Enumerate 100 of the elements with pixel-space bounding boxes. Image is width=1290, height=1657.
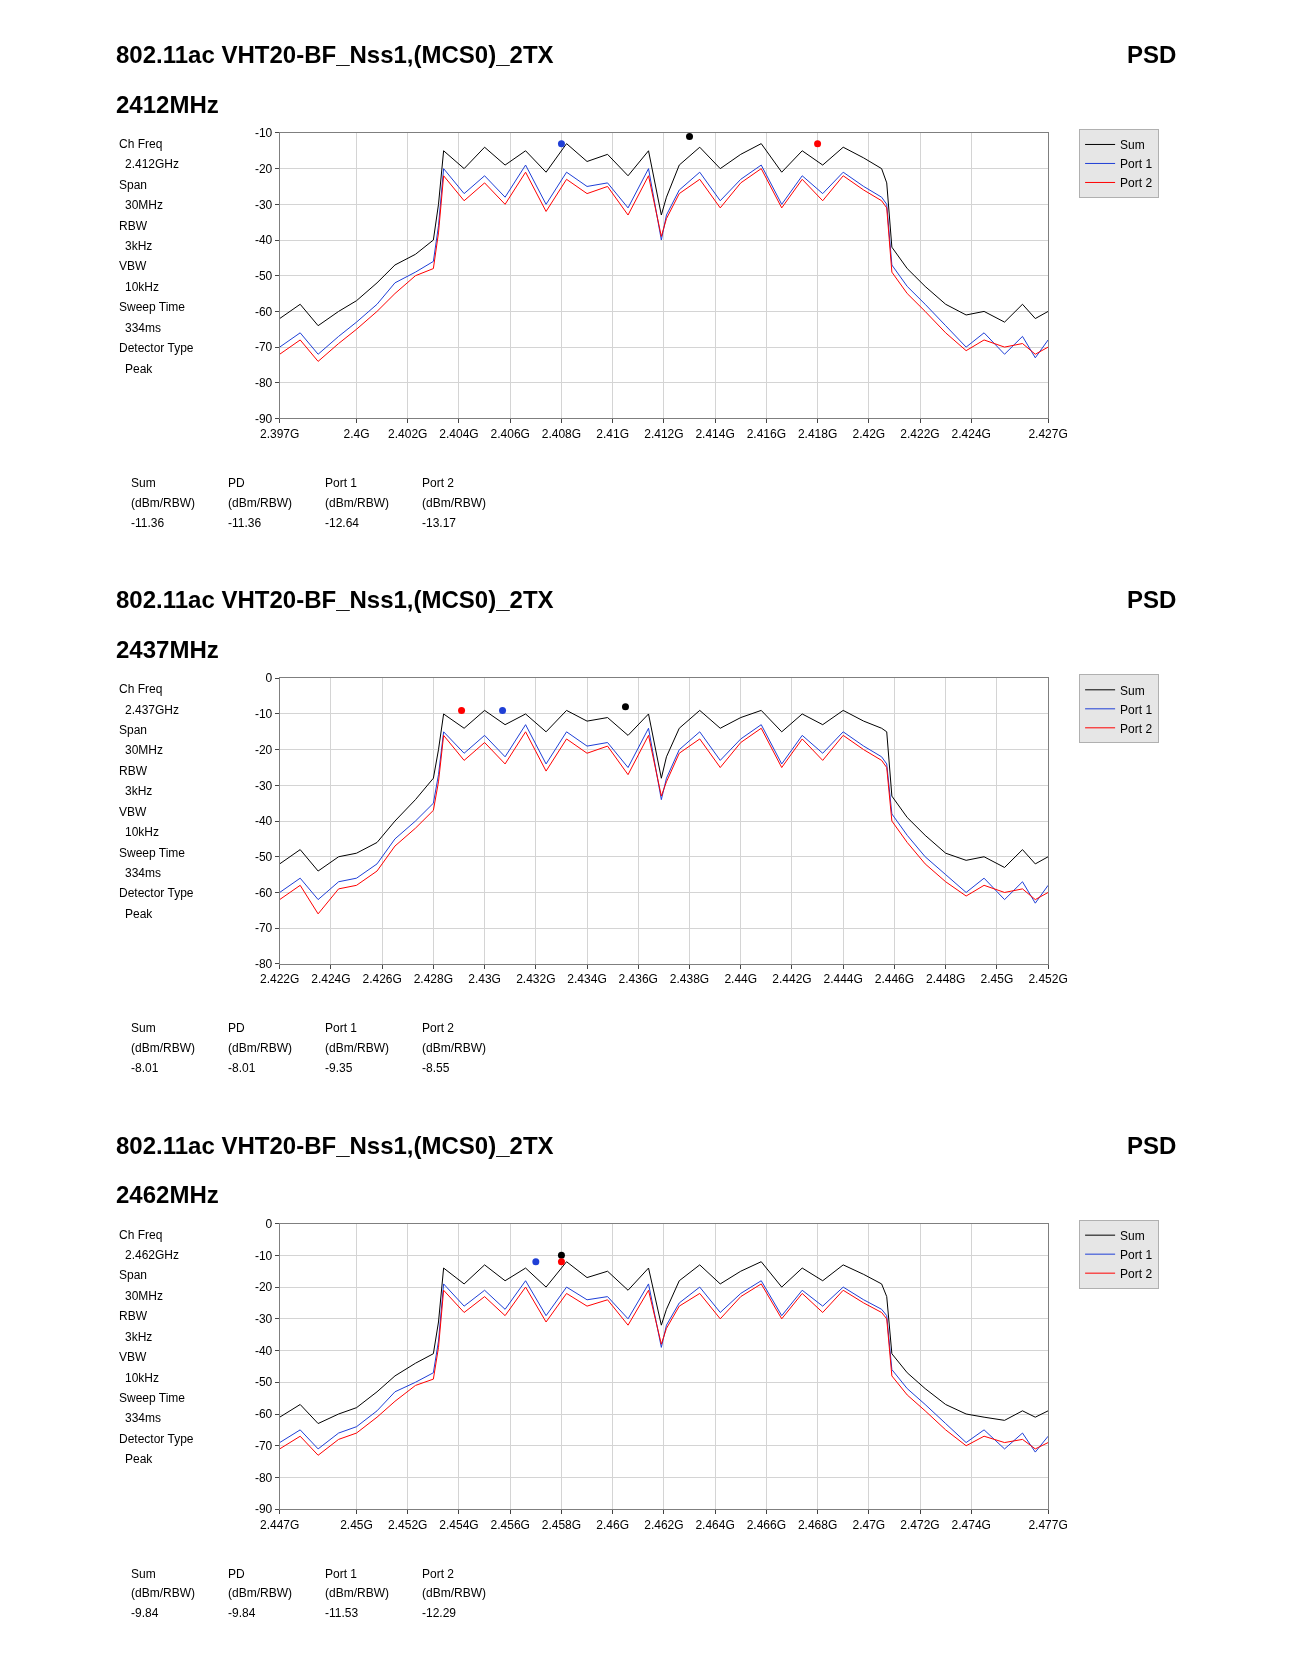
text: 10kHz <box>125 825 160 839</box>
text: PSD <box>1127 1132 1177 1159</box>
text: Span <box>119 178 148 192</box>
y-tick-label: -10 <box>254 126 273 141</box>
text: 334ms <box>125 866 162 880</box>
text: Port 1 <box>325 1567 358 1581</box>
text: Ch Freq <box>119 137 163 151</box>
x-tick-label: 2.472G <box>900 1517 940 1532</box>
x-tick-label: 2.424G <box>951 426 991 441</box>
x-tick-label: 2.44G <box>724 972 758 987</box>
x-tick-label: 2.427G <box>1028 426 1068 441</box>
x-tick-label: 2.404G <box>439 426 479 441</box>
text: (dBm/RBW) <box>228 1041 292 1055</box>
x-tick-label: 2.448G <box>925 972 966 987</box>
x-tick-label: 2.42G <box>852 426 886 441</box>
text: 2.462GHz <box>125 1248 180 1262</box>
y-tick-label: 0 <box>265 1216 273 1231</box>
text: 3kHz <box>125 1330 153 1344</box>
x-tick-label: 2.45G <box>980 972 1014 987</box>
x-tick-label: 2.397G <box>260 426 300 441</box>
x-tick-label: 2.46G <box>596 1517 630 1532</box>
legend-label: Port 2 <box>1120 721 1153 736</box>
text: RBW <box>119 219 148 233</box>
text: -8.01 <box>228 1061 256 1075</box>
y-tick-label: -30 <box>254 1312 273 1327</box>
y-tick-label: -70 <box>254 1438 273 1453</box>
x-tick-label: 2.436G <box>618 972 658 987</box>
y-tick-label: -90 <box>254 1502 273 1517</box>
y-tick-label: -30 <box>254 197 273 212</box>
text: VBW <box>119 1350 148 1364</box>
x-tick-label: 2.428G <box>413 972 454 987</box>
y-tick-label: -70 <box>254 340 273 355</box>
text: VBW <box>119 805 148 819</box>
text: Peak <box>125 1452 154 1466</box>
text: Sum <box>131 476 156 490</box>
y-tick-label: -60 <box>254 1407 273 1422</box>
x-tick-label: 2.418G <box>797 426 838 441</box>
text: Port 2 <box>422 476 455 490</box>
chart-title: 802.11ac VHT20-BF_Nss1,(MCS0)_2TX <box>116 586 554 613</box>
x-tick-label: 2.444G <box>823 972 863 987</box>
text: (dBm/RBW) <box>325 1041 389 1055</box>
x-tick-label: 2.41G <box>596 426 630 441</box>
text: PSD <box>1127 586 1177 613</box>
legend-label: Port 2 <box>1120 1266 1153 1281</box>
line-series <box>279 709 1049 872</box>
x-tick-label: 2.426G <box>362 972 402 987</box>
x-tick-label: 2.468G <box>797 1517 838 1532</box>
y-tick-label: -60 <box>254 885 273 900</box>
text: -12.29 <box>422 1606 457 1620</box>
x-tick-label: 2.416G <box>746 426 787 441</box>
text: Sweep Time <box>119 846 186 860</box>
text: (dBm/RBW) <box>131 496 195 510</box>
text: (dBm/RBW) <box>422 1041 486 1055</box>
text: Sum <box>131 1567 156 1581</box>
y-tick-label: -80 <box>254 1470 273 1485</box>
text: (dBm/RBW) <box>422 1586 486 1600</box>
text: Port 1 <box>325 476 358 490</box>
y-tick-label: -50 <box>254 1375 273 1390</box>
text: Peak <box>125 907 154 921</box>
text: (dBm/RBW) <box>422 496 486 510</box>
text: 334ms <box>125 1411 162 1425</box>
x-tick-label: 2.414G <box>695 426 735 441</box>
y-tick-label: -40 <box>254 233 273 248</box>
y-tick-label: -50 <box>254 849 273 864</box>
chart-subtitle: 2462MHz <box>116 1181 219 1208</box>
y-tick-label: -10 <box>254 1248 273 1263</box>
y-tick-label: -80 <box>254 957 273 972</box>
y-tick-label: -60 <box>254 304 273 319</box>
text: PD <box>228 1021 245 1035</box>
text: Ch Freq <box>119 1228 163 1242</box>
text: Span <box>119 723 148 737</box>
x-tick-label: 2.406G <box>490 426 530 441</box>
x-tick-label: 2.466G <box>746 1517 787 1532</box>
text: -9.35 <box>325 1061 353 1075</box>
x-tick-label: 2.442G <box>772 972 812 987</box>
text: 2.437GHz <box>125 703 180 717</box>
text: (dBm/RBW) <box>228 496 292 510</box>
text: -9.84 <box>228 1606 256 1620</box>
text: Detector Type <box>119 886 194 900</box>
x-tick-label: 2.462G <box>644 1517 684 1532</box>
text: Port 2 <box>422 1567 455 1581</box>
y-tick-label: -20 <box>254 1280 273 1295</box>
text: -9.84 <box>131 1606 159 1620</box>
chart-subtitle: 2412MHz <box>116 91 219 118</box>
y-tick-label: -40 <box>254 1343 273 1358</box>
y-tick-label: -20 <box>254 161 273 176</box>
x-tick-label: 2.412G <box>644 426 684 441</box>
text: PD <box>228 476 245 490</box>
y-tick-label: -90 <box>254 411 273 426</box>
x-tick-label: 2.456G <box>490 1517 530 1532</box>
text: Span <box>119 1268 148 1282</box>
legend-label: Port 1 <box>1120 702 1153 717</box>
chart-title: 802.11ac VHT20-BF_Nss1,(MCS0)_2TX <box>116 1132 554 1159</box>
text: 30MHz <box>125 198 164 212</box>
x-tick-label: 2.402G <box>388 426 428 441</box>
x-tick-label: 2.45G <box>340 1517 373 1532</box>
y-tick-label: -10 <box>254 707 273 722</box>
text: (dBm/RBW) <box>131 1586 195 1600</box>
text: (dBm/RBW) <box>131 1041 195 1055</box>
legend-label: Sum <box>1120 138 1145 153</box>
